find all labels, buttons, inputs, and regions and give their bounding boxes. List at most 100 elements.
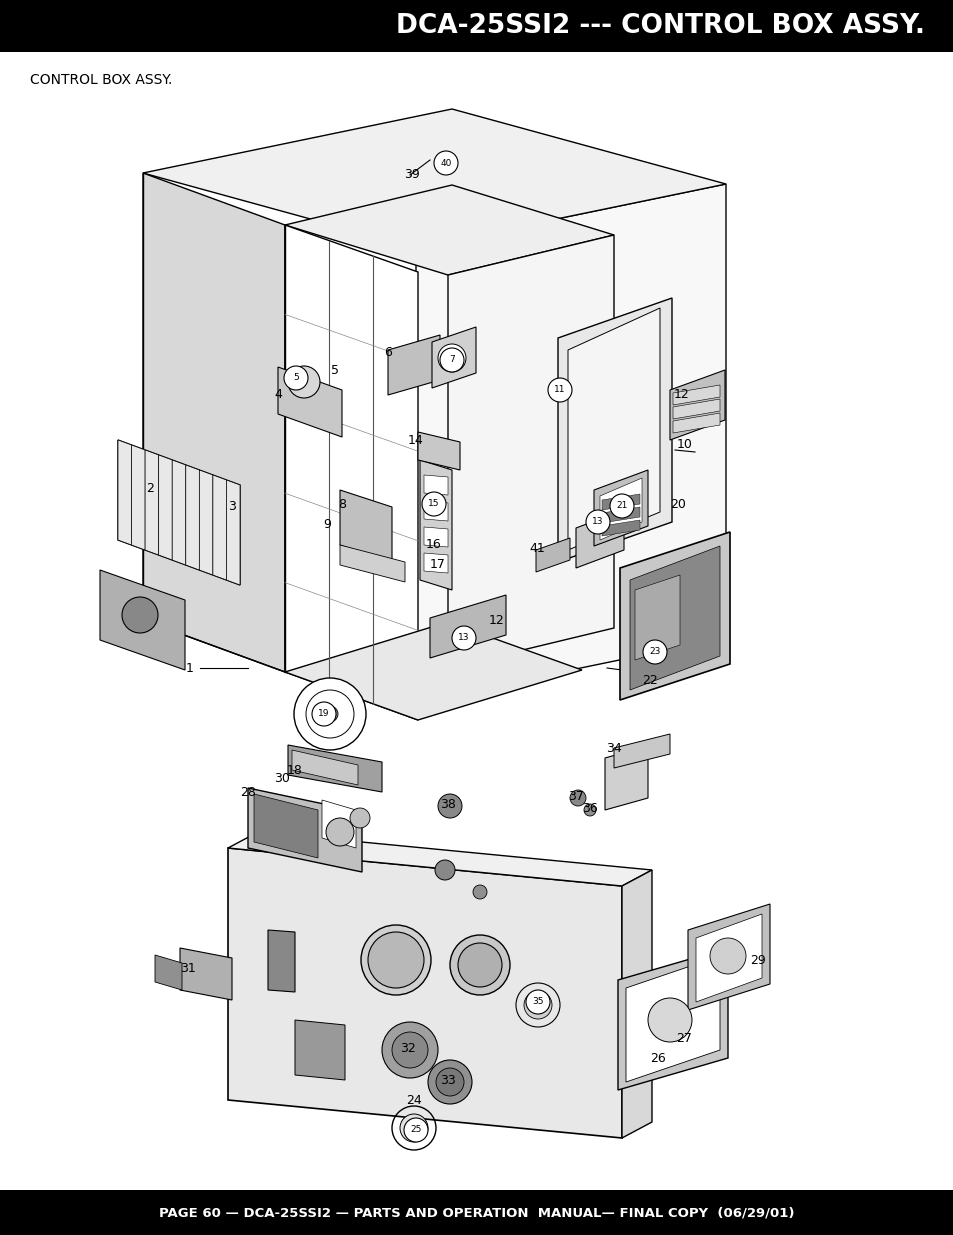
Polygon shape [423, 501, 448, 521]
Circle shape [428, 1060, 472, 1104]
Polygon shape [288, 745, 381, 792]
Text: 18: 18 [287, 763, 303, 777]
Circle shape [436, 1068, 463, 1095]
Text: 27: 27 [676, 1031, 691, 1045]
Polygon shape [594, 471, 647, 546]
Text: 37: 37 [567, 789, 583, 803]
Polygon shape [601, 520, 639, 536]
Polygon shape [100, 571, 185, 671]
Text: 30: 30 [274, 772, 290, 784]
Polygon shape [145, 450, 158, 555]
Text: 9: 9 [323, 517, 331, 531]
Text: 5: 5 [293, 373, 298, 383]
Polygon shape [687, 904, 769, 1010]
Polygon shape [132, 445, 145, 550]
Text: 4: 4 [274, 389, 282, 401]
Text: 34: 34 [605, 741, 621, 755]
Polygon shape [143, 109, 725, 248]
Polygon shape [448, 235, 614, 668]
Circle shape [435, 860, 455, 881]
Polygon shape [419, 459, 452, 590]
Text: 29: 29 [749, 953, 765, 967]
Polygon shape [423, 553, 448, 573]
Polygon shape [614, 734, 669, 768]
Polygon shape [618, 948, 727, 1091]
Text: 26: 26 [649, 1051, 665, 1065]
Polygon shape [253, 794, 317, 858]
Circle shape [709, 939, 745, 974]
Polygon shape [625, 956, 720, 1082]
Circle shape [360, 925, 431, 995]
Polygon shape [601, 494, 639, 510]
Text: 35: 35 [532, 998, 543, 1007]
Circle shape [399, 1114, 428, 1142]
Polygon shape [339, 545, 405, 582]
Text: 33: 33 [439, 1073, 456, 1087]
Circle shape [434, 151, 457, 175]
Polygon shape [599, 478, 641, 540]
Text: PAGE 60 — DCA-25SSI2 — PARTS AND OPERATION  MANUAL— FINAL COPY  (06/29/01): PAGE 60 — DCA-25SSI2 — PARTS AND OPERATI… [159, 1207, 794, 1219]
Circle shape [312, 701, 335, 726]
Text: 22: 22 [641, 673, 658, 687]
Circle shape [647, 998, 691, 1042]
Circle shape [642, 640, 666, 664]
Polygon shape [285, 622, 581, 720]
Text: 24: 24 [406, 1093, 421, 1107]
Polygon shape [199, 471, 213, 576]
Polygon shape [213, 475, 226, 580]
Polygon shape [635, 576, 679, 659]
Polygon shape [285, 185, 614, 275]
Polygon shape [619, 532, 729, 700]
Polygon shape [621, 869, 651, 1137]
Text: 10: 10 [677, 437, 692, 451]
Text: 21: 21 [616, 501, 627, 510]
Text: 12: 12 [674, 389, 689, 401]
Text: 7: 7 [449, 356, 455, 364]
Circle shape [381, 1023, 437, 1078]
Text: 1: 1 [186, 662, 193, 674]
Polygon shape [322, 800, 355, 848]
Polygon shape [294, 1020, 345, 1079]
Circle shape [439, 348, 463, 372]
Circle shape [457, 944, 501, 987]
Text: DCA-25SSI2 --- CONTROL BOX ASSY.: DCA-25SSI2 --- CONTROL BOX ASSY. [395, 14, 924, 40]
Text: 41: 41 [529, 541, 544, 555]
Text: 25: 25 [410, 1125, 421, 1135]
Circle shape [473, 885, 486, 899]
Circle shape [525, 990, 550, 1014]
Polygon shape [172, 459, 186, 564]
Polygon shape [423, 475, 448, 495]
Polygon shape [669, 370, 724, 440]
Polygon shape [416, 184, 725, 701]
Polygon shape [696, 914, 761, 1002]
Text: 11: 11 [554, 385, 565, 394]
Text: 3: 3 [228, 499, 235, 513]
Polygon shape [432, 327, 476, 388]
Polygon shape [154, 955, 182, 990]
Polygon shape [672, 399, 720, 419]
Text: 12: 12 [489, 614, 504, 626]
Polygon shape [268, 930, 294, 992]
Text: 28: 28 [240, 785, 255, 799]
Text: 14: 14 [408, 433, 423, 447]
Polygon shape [558, 298, 671, 562]
Text: 19: 19 [318, 709, 330, 719]
Text: 39: 39 [404, 168, 419, 180]
Polygon shape [292, 750, 357, 785]
Polygon shape [277, 367, 341, 437]
Circle shape [284, 366, 308, 390]
Text: 8: 8 [337, 498, 346, 510]
Polygon shape [672, 412, 720, 433]
Text: 13: 13 [457, 634, 469, 642]
Text: 36: 36 [581, 802, 598, 815]
Text: 5: 5 [331, 363, 338, 377]
Polygon shape [228, 832, 651, 885]
Text: 2: 2 [146, 482, 153, 494]
Polygon shape [567, 308, 659, 550]
Circle shape [583, 804, 596, 816]
Polygon shape [0, 0, 953, 52]
Text: 20: 20 [669, 499, 685, 511]
Polygon shape [576, 510, 623, 568]
Circle shape [450, 935, 510, 995]
Polygon shape [118, 440, 240, 585]
